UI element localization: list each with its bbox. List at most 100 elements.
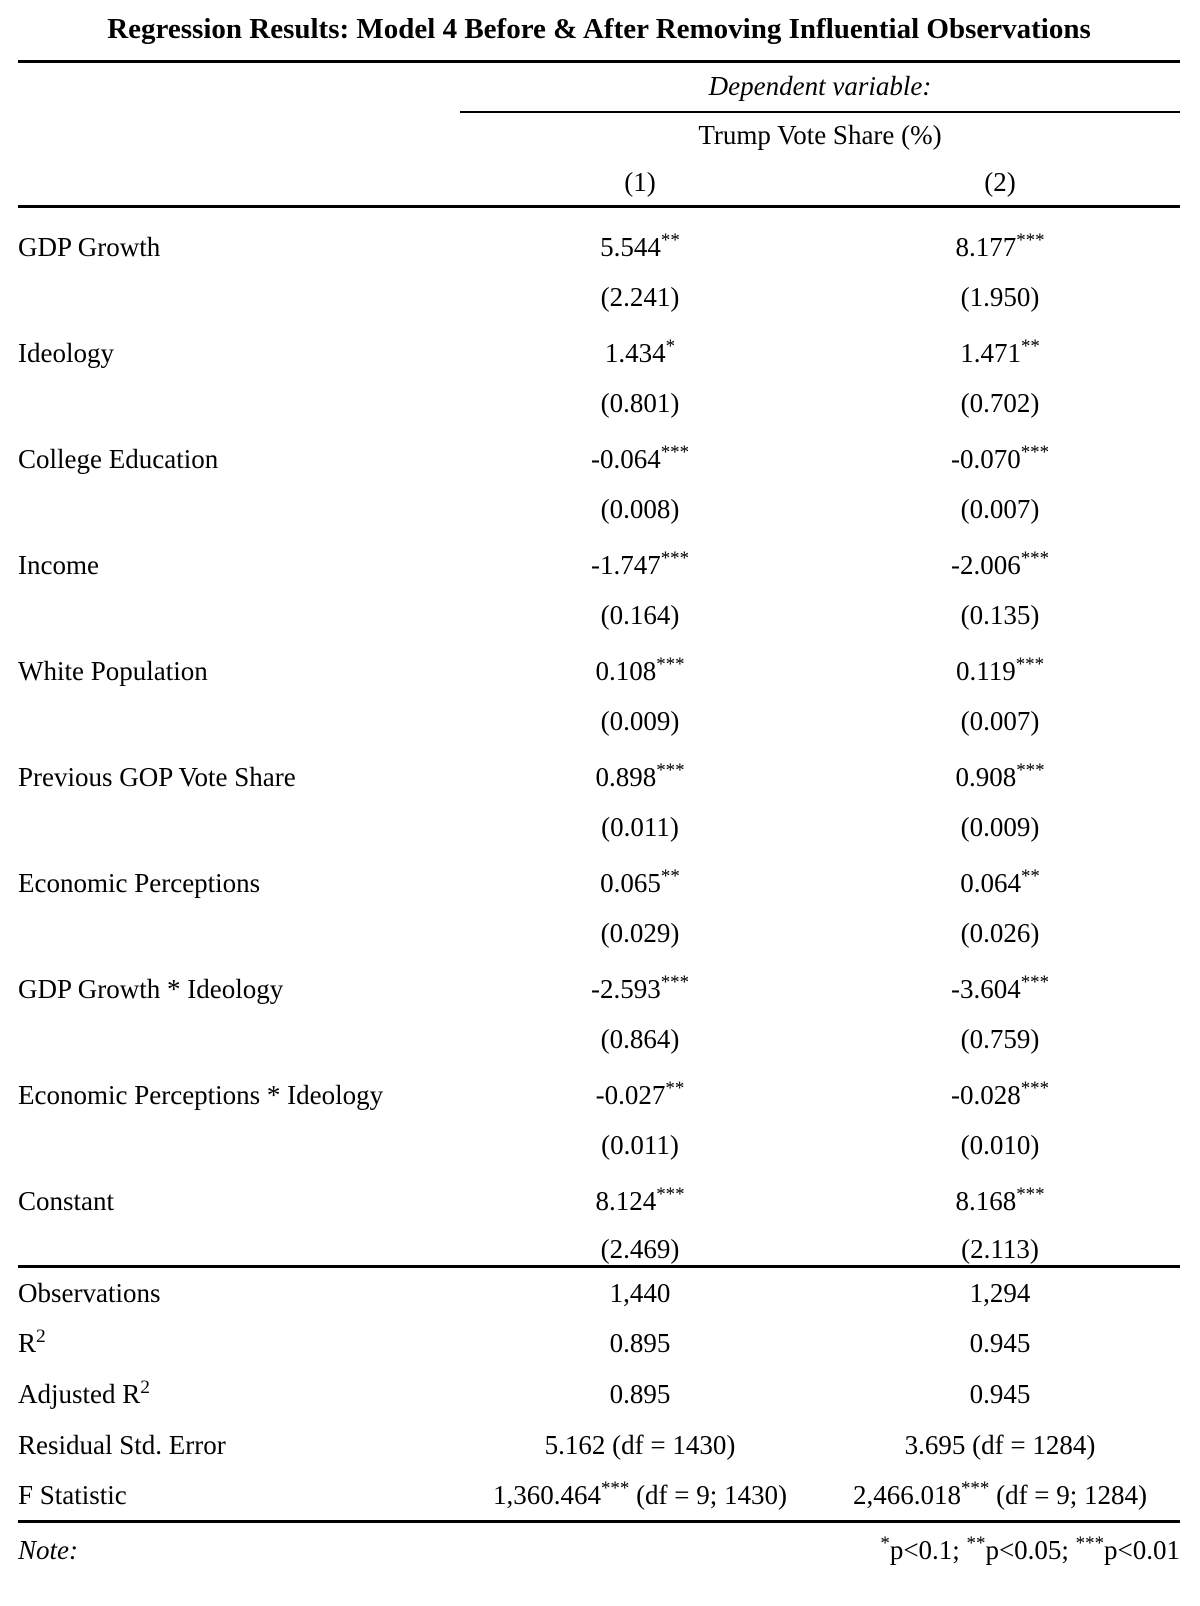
empty-cell (18, 1111, 460, 1161)
variable-label: Income (18, 549, 99, 580)
coefficient-cell: 5.544** (460, 207, 820, 263)
statistic-label: Observations (18, 1265, 460, 1318)
significance-stars: ** (665, 1077, 685, 1099)
significance-stars: ** (660, 229, 680, 251)
empty-cell (18, 687, 460, 737)
empty-cell (18, 475, 460, 525)
standard-error-cell: (1.950) (960, 281, 1040, 312)
standard-error-cell: (0.009) (960, 811, 1040, 842)
statistic-label: F Statistic (18, 1470, 460, 1524)
coefficient-cell: 1.434* (460, 313, 820, 369)
variable-label: Economic Perceptions * Ideology (18, 1079, 384, 1110)
coefficient-row: Economic Perceptions 0.065** 0.064** (18, 843, 1180, 899)
empty-cell (18, 263, 460, 313)
coefficient-cell: 8.124*** (460, 1161, 820, 1217)
coefficient-cell: -2.593*** (460, 949, 820, 1005)
coefficient-value: 0.908 (955, 761, 1017, 792)
significance-stars: *** (960, 1478, 990, 1500)
coefficient-value: 1.434 (604, 337, 666, 368)
note-label: Note: (18, 1534, 78, 1565)
empty-cell (18, 793, 460, 843)
standard-error-row: (0.011) (0.009) (18, 793, 1180, 843)
statistic-value: 1,360.464*** (df = 9; 1430) (460, 1470, 820, 1524)
coefficient-cell: -0.027** (460, 1055, 820, 1111)
model-column-label-2: (2) (820, 158, 1181, 209)
significance-stars: *** (1016, 229, 1045, 251)
standard-error-cell: (0.759) (960, 1023, 1040, 1054)
variable-label: GDP Growth (18, 231, 161, 262)
coefficient-value: 8.124 (595, 1185, 657, 1216)
statistic-value: 5.162 (df = 1430) (544, 1429, 736, 1460)
coefficient-cell: 0.064** (820, 843, 1180, 899)
significance-stars: ** (660, 865, 680, 887)
statistic-value: 2,466.018*** (df = 9; 1284) (820, 1470, 1181, 1524)
legend-text: p<0.05; (985, 1534, 1076, 1565)
empty-cell (18, 581, 460, 631)
variable-label: Economic Perceptions (18, 867, 261, 898)
coefficient-value: -2.593 (590, 973, 661, 1004)
coefficient-value: 0.108 (595, 655, 657, 686)
coefficient-cell: -0.064*** (460, 419, 820, 475)
coefficient-cell: -2.006*** (820, 525, 1180, 581)
coefficient-value: 0.065 (600, 867, 661, 898)
dependent-variable-row: Dependent variable: (18, 62, 1181, 113)
coefficient-value: -2.006 (950, 549, 1021, 580)
coefficient-row: Economic Perceptions * Ideology -0.027**… (18, 1055, 1180, 1111)
standard-error-cell: (0.702) (960, 387, 1040, 418)
variable-label: Previous GOP Vote Share (18, 761, 296, 792)
empty-cell (18, 112, 460, 159)
statistic-value: 0.895 (609, 1378, 671, 1409)
coefficient-value: 8.177 (955, 231, 1017, 262)
coefficient-row: Constant 8.124*** 8.168*** (18, 1161, 1180, 1217)
significance-stars: *** (660, 547, 690, 569)
df-suffix: (df = 9; 1430) (629, 1480, 788, 1511)
model-number-row: (1) (2) (18, 158, 1181, 209)
statistic-value: 1,294 (820, 1265, 1181, 1318)
coefficient-cell: -0.028*** (820, 1055, 1180, 1111)
significance-stars: *** (656, 653, 685, 675)
standard-error-cell: (2.241) (600, 281, 680, 312)
significance-stars: *** (1020, 1077, 1050, 1099)
significance-stars: ** (1020, 335, 1040, 357)
standard-error-cell: (0.026) (960, 917, 1040, 948)
coefficients-section: GDP Growth 5.544** 8.177*** (2.241) (1.9… (18, 207, 1180, 1267)
coefficient-row: GDP Growth 5.544** 8.177*** (18, 207, 1180, 263)
coefficient-cell: 1.471** (820, 313, 1180, 369)
f-value: 1,360.464 (492, 1480, 601, 1511)
variable-label: White Population (18, 655, 208, 686)
standard-error-cell: (0.164) (600, 599, 680, 630)
statistic-label: R2 (18, 1325, 46, 1358)
significance-stars: *** (600, 1478, 630, 1500)
standard-error-cell: (2.113) (961, 1234, 1039, 1265)
coefficient-cell: 0.908*** (820, 737, 1180, 793)
significance-stars: *** (656, 759, 685, 781)
standard-error-row: (2.469) (2.113) (18, 1217, 1180, 1267)
significance-stars: * (880, 1532, 890, 1554)
standard-error-row: (0.009) (0.007) (18, 687, 1180, 737)
significance-stars: *** (660, 971, 690, 993)
empty-cell (18, 1217, 460, 1267)
significance-stars: *** (1020, 971, 1050, 993)
residual-std-error-row: Residual Std. Error 5.162 (df = 1430) 3.… (18, 1420, 1180, 1471)
dependent-variable-label: Dependent variable: (460, 62, 1181, 113)
dependent-variable-name-row: Trump Vote Share (%) (18, 112, 1180, 159)
empty-cell (18, 1005, 460, 1055)
coefficient-row: College Education -0.064*** -0.070*** (18, 419, 1180, 475)
coefficient-cell: 0.108*** (460, 631, 820, 687)
statistic-value: 0.945 (969, 1327, 1031, 1358)
coefficient-value: 8.168 (955, 1185, 1017, 1216)
standard-error-row: (2.241) (1.950) (18, 263, 1180, 313)
empty-cell (18, 899, 460, 949)
dependent-variable-name: Trump Vote Share (%) (698, 120, 942, 151)
standard-error-cell: (0.010) (960, 1129, 1040, 1160)
standard-error-cell: (0.135) (960, 599, 1040, 630)
empty-cell (18, 369, 460, 419)
coefficient-value: 1.471 (960, 337, 1021, 368)
standard-error-row: (0.864) (0.759) (18, 1005, 1180, 1055)
df-suffix: (df = 9; 1284) (989, 1480, 1148, 1511)
significance-stars: *** (1016, 759, 1045, 781)
coefficient-value: 0.119 (955, 655, 1016, 686)
adjusted-r-squared-row: Adjusted R2 0.895 0.945 (18, 1369, 1180, 1420)
variable-label: Constant (18, 1185, 115, 1216)
